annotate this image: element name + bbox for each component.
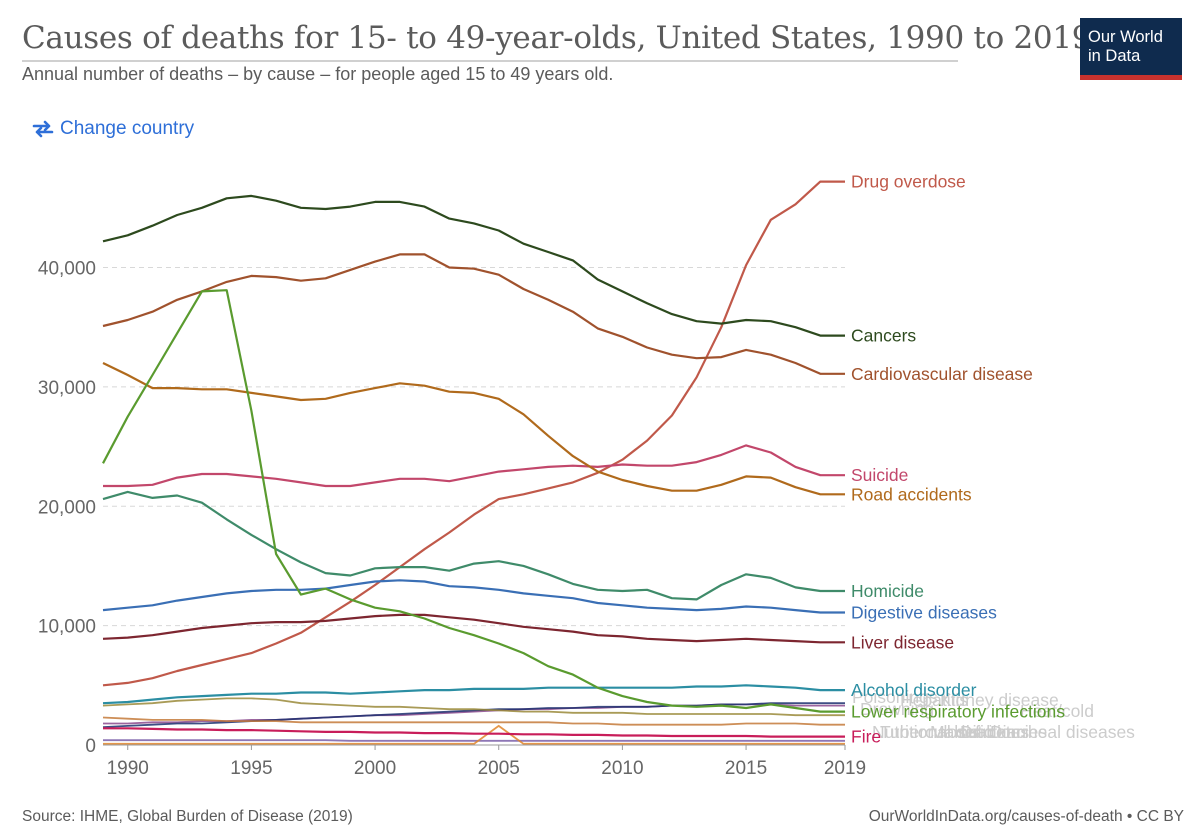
x-tick-label: 1995	[230, 758, 272, 779]
line-cardiovascular-disease[interactable]	[102, 253, 845, 375]
change-country-label: Change country	[60, 118, 195, 139]
label-drug-overdose: Drug overdose	[851, 172, 966, 192]
label-lower-respiratory-infections: Lower respiratory infections	[851, 702, 1065, 722]
faint-series-label: Diabetes	[960, 722, 1029, 742]
label-cancers: Cancers	[851, 326, 916, 346]
line-fire[interactable]	[103, 727, 845, 738]
y-tick-label: 30,000	[38, 378, 96, 399]
series-lines	[102, 180, 845, 738]
minor-line-poisonings[interactable]	[102, 716, 845, 726]
minor-line-diabetes[interactable]	[102, 702, 845, 728]
line-drug-overdose[interactable]	[102, 180, 845, 687]
label-homicide: Homicide	[851, 581, 924, 601]
y-tick-label: 10,000	[38, 617, 96, 638]
x-tick-label: 2010	[601, 758, 643, 779]
line-lower-respiratory-infections[interactable]	[102, 289, 845, 713]
faint-series-label: Kidney disease	[940, 690, 1059, 710]
x-tick-label: 2019	[824, 758, 866, 779]
axes: 0 10,000 20,000 30,000 40,000 1990 1995 2000 200…	[38, 259, 866, 779]
faint-series-label: Hepatitis	[900, 690, 968, 710]
label-digestive-diseases: Digestive diseases	[851, 603, 997, 623]
y-tick-label: 40,000	[38, 259, 96, 280]
x-tick-label: 2005	[478, 758, 520, 779]
faint-series-label: Nutritional deficiencies	[872, 722, 1047, 742]
source-note: Source: IHME, Global Burden of Disease (…	[22, 808, 353, 825]
title-underline	[22, 60, 958, 62]
line-homicide[interactable]	[102, 490, 845, 601]
grid-lines	[103, 267, 845, 627]
label-fire: Fire	[851, 727, 881, 747]
line-chart: 0 10,000 20,000 30,000 40,000 1990 1995 2000 200…	[38, 172, 1135, 779]
owid-logo[interactable]: Our World in Data	[1080, 18, 1182, 80]
minor-line-drowning[interactable]	[103, 739, 845, 742]
y-tick-label: 0	[85, 736, 96, 757]
line-liver-disease[interactable]	[102, 613, 845, 644]
x-tick-label: 1990	[107, 758, 149, 779]
line-road-accidents[interactable]	[102, 362, 845, 496]
minor-series-lines	[102, 697, 845, 745]
line-suicide[interactable]	[103, 444, 845, 488]
x-tick-label: 2015	[725, 758, 767, 779]
faint-series-label: Tuberculosis	[880, 722, 979, 742]
x-tick-label: 2000	[354, 758, 396, 779]
logo-line-2: in Data	[1088, 46, 1141, 65]
minor-line-hiv-aids[interactable]	[102, 697, 845, 717]
faint-series-label: Poisonings	[852, 687, 938, 707]
label-cardiovascular-disease: Cardiovascular disease	[851, 364, 1033, 384]
line-alcohol-disorder[interactable]	[102, 684, 845, 705]
chart-title: Causes of deaths for 15- to 49-year-olds…	[22, 20, 1092, 56]
logo-line-1: Our World	[1088, 27, 1163, 46]
minor-line-heat-cold[interactable]	[103, 724, 845, 745]
chart-subtitle: Annual number of deaths – by cause – for…	[22, 64, 614, 84]
y-tick-label: 20,000	[38, 497, 96, 518]
license-link[interactable]: OurWorldInData.org/causes-of-death • CC …	[868, 808, 1184, 825]
label-road-accidents: Road accidents	[851, 484, 972, 504]
faint-series-label: Malnutrition	[930, 722, 1020, 742]
change-country-button[interactable]: Change country	[32, 118, 194, 140]
faint-series-label: Drowning	[860, 699, 934, 719]
faint-series-label: Heat/cold	[1020, 701, 1094, 721]
line-cancers[interactable]	[102, 194, 845, 337]
line-digestive-diseases[interactable]	[102, 579, 845, 614]
label-liver-disease: Liver disease	[851, 632, 954, 652]
label-alcohol-disorder: Alcohol disorder	[851, 680, 977, 700]
faint-series-label: Diarrheal diseases	[990, 722, 1135, 742]
label-suicide: Suicide	[851, 465, 908, 485]
swap-arrows-icon	[32, 120, 54, 138]
